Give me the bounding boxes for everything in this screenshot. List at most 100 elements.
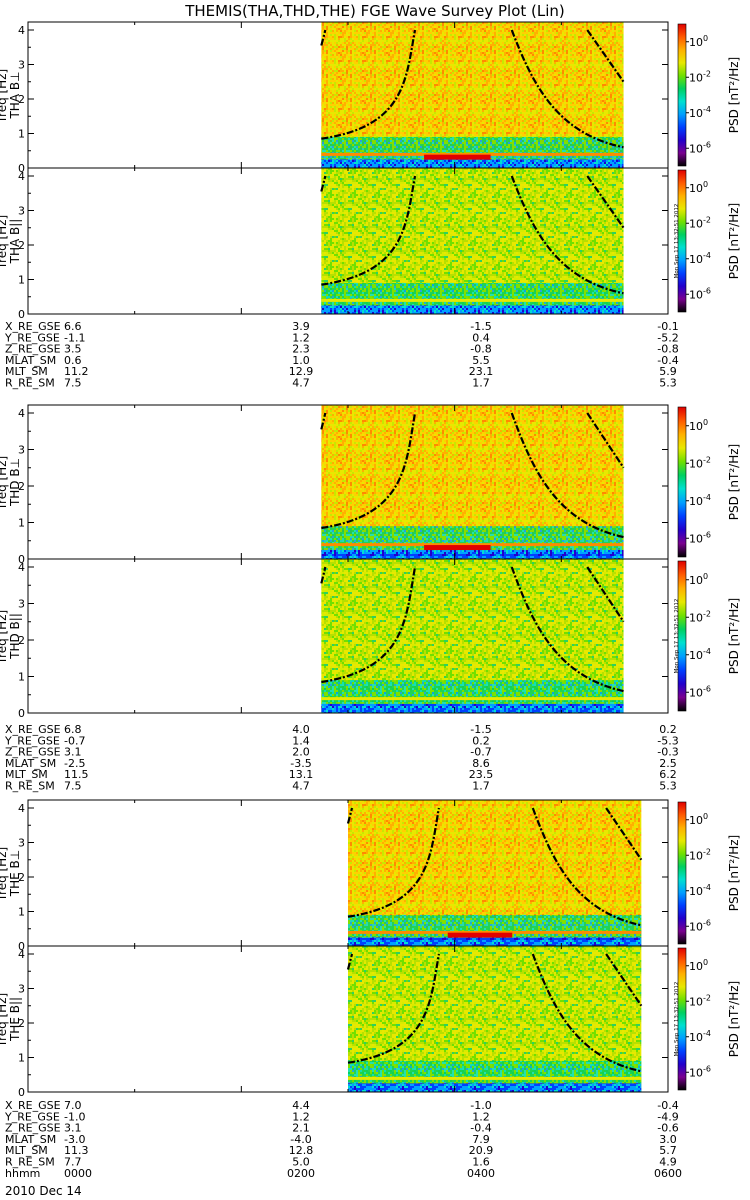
spectrogram-bottom-band bbox=[348, 1083, 642, 1092]
ephemeris-value: -0.4 bbox=[470, 1122, 491, 1135]
y-tick-label: 1 bbox=[18, 671, 25, 684]
colorbar-tick-label: 10-2 bbox=[689, 215, 711, 230]
ephemeris-value: 0600 bbox=[654, 1167, 682, 1180]
y-tick-label: 2 bbox=[18, 480, 25, 493]
ephemeris-value: 5.3 bbox=[659, 377, 677, 390]
colorbar-tick-label: 100 bbox=[689, 180, 708, 195]
ephemeris-value: -4.9 bbox=[657, 1110, 678, 1123]
colorbar bbox=[677, 560, 687, 712]
colorbar-label: PSD [nT²/Hz] bbox=[727, 57, 741, 133]
timestamp-label: Mon Sep 17 13:32:51 2012 bbox=[674, 599, 680, 674]
y-tick-label: 0 bbox=[18, 162, 25, 175]
ephemeris-value: -5.3 bbox=[657, 734, 678, 747]
ephemeris-row-label: Y_RE_GSE bbox=[4, 1110, 60, 1123]
ephemeris-value: 4.7 bbox=[292, 780, 310, 793]
ephemeris-row-label: MLAT_SM bbox=[5, 1133, 56, 1146]
gyrofrequency-curve-2 bbox=[531, 953, 642, 1073]
colorbar-tick-label: 10-2 bbox=[689, 609, 711, 624]
ephemeris-value: 5.7 bbox=[659, 1144, 677, 1157]
colorbar-tick-label: 10-4 bbox=[689, 251, 711, 266]
y-tick-label: 3 bbox=[18, 983, 25, 996]
spectrogram-bottom-band bbox=[321, 305, 624, 314]
y-tick-label: 2 bbox=[18, 239, 25, 252]
ephemeris-row-label: MLAT_SM bbox=[5, 354, 56, 367]
ephemeris-row-label: Y_RE_GSE bbox=[4, 331, 60, 344]
colorbar-tick-label: 10-2 bbox=[689, 455, 711, 470]
ephemeris-value: 1.4 bbox=[292, 734, 310, 747]
y-tick-label: 0 bbox=[18, 940, 25, 953]
ephemeris-value: 0.4 bbox=[472, 331, 490, 344]
y-tick-label: 3 bbox=[18, 59, 25, 72]
y-axis-label: freq [Hz] bbox=[0, 847, 9, 899]
spectrogram-low-band bbox=[321, 680, 624, 704]
ephemeris-value: 3.5 bbox=[64, 343, 82, 356]
colorbar-tick-label: 10-4 bbox=[689, 1029, 711, 1044]
colorbar bbox=[677, 23, 687, 167]
ephemeris-value: -1.0 bbox=[64, 1110, 85, 1123]
ephemeris-value: 7.9 bbox=[472, 1133, 490, 1146]
gyrofrequency-curve-1 bbox=[321, 412, 417, 530]
y-tick-label: 4 bbox=[18, 948, 25, 961]
ephemeris-value: -3.5 bbox=[290, 757, 311, 770]
spectrogram-peak bbox=[424, 154, 491, 160]
gyrofrequency-curve-4 bbox=[346, 953, 354, 970]
colorbar-tick-label: 10-2 bbox=[689, 993, 711, 1008]
y-tick-label: 1 bbox=[18, 274, 25, 287]
ephemeris-value: 23.1 bbox=[469, 365, 494, 378]
gyrofrequency-curve-1 bbox=[347, 953, 441, 1064]
ephemeris-value: 8.6 bbox=[472, 757, 490, 770]
ephemeris-value: -0.1 bbox=[657, 320, 678, 333]
colorbar-tick-label: 100 bbox=[689, 958, 708, 973]
colorbar-label: PSD [nT²/Hz] bbox=[727, 444, 741, 520]
ephemeris-value: 4.9 bbox=[659, 1156, 677, 1169]
colorbar bbox=[677, 947, 687, 1091]
spectrogram-low-band bbox=[348, 1060, 642, 1084]
gyrofrequency-curve-3 bbox=[586, 566, 625, 623]
ephemeris-value: -0.4 bbox=[657, 1099, 678, 1112]
colorbar-label: PSD [nT²/Hz] bbox=[727, 203, 741, 279]
ephemeris-value: 1.2 bbox=[292, 1110, 310, 1123]
ephemeris-row-label: Z_RE_GSE bbox=[5, 746, 61, 759]
ephemeris-row-label: MLT_SM bbox=[5, 768, 48, 781]
timestamp-label: Mon Sep 17 13:32:51 2012 bbox=[674, 982, 680, 1057]
panel-component-label: THD B⊥ bbox=[8, 458, 22, 507]
ephemeris-value: -4.0 bbox=[290, 1133, 311, 1146]
ephemeris-value: 23.5 bbox=[469, 768, 494, 781]
gyrofrequency-curve-4 bbox=[320, 412, 327, 430]
ephemeris-row-label: Z_RE_GSE bbox=[5, 343, 61, 356]
ephemeris-value: -5.2 bbox=[657, 331, 678, 344]
ephemeris-value: 13.1 bbox=[289, 768, 314, 781]
y-tick-label: 0 bbox=[18, 308, 25, 321]
ephemeris-value: 1.0 bbox=[292, 354, 310, 367]
gyrofrequency-curve-1 bbox=[347, 807, 441, 918]
ephemeris-value: 0200 bbox=[287, 1167, 315, 1180]
ephemeris-row-label: R_RE_SM bbox=[5, 377, 55, 390]
gyrofrequency-curve-2 bbox=[510, 412, 624, 539]
y-tick-label: 2 bbox=[18, 93, 25, 106]
ephemeris-table-1: X_RE_GSE 6.6 3.9 -1.5 -0.1 Y_RE_GSE -1.1 1.2 0.4… bbox=[4, 320, 679, 390]
spectrogram-narrowband bbox=[348, 1076, 642, 1080]
ephemeris-value: 3.1 bbox=[64, 1122, 82, 1135]
colorbar-tick-label: 10-2 bbox=[689, 847, 711, 862]
gyrofrequency-curve-1 bbox=[321, 175, 417, 286]
y-tick-label: 0 bbox=[18, 707, 25, 720]
ephemeris-value: 6.6 bbox=[64, 320, 82, 333]
colorbar-tick-label: 100 bbox=[689, 34, 708, 49]
ephemeris-value: 2.1 bbox=[292, 1122, 310, 1135]
ephemeris-value: 0.2 bbox=[472, 734, 490, 747]
gyrofrequency-curve-2 bbox=[510, 175, 624, 295]
y-tick-label: 3 bbox=[18, 444, 25, 457]
gyrofrequency-curve-2 bbox=[510, 29, 624, 149]
ephemeris-value: 0.6 bbox=[64, 354, 82, 367]
ephemeris-value: 7.7 bbox=[64, 1156, 82, 1169]
panel-component-label: THA B|| bbox=[8, 219, 22, 265]
colorbar bbox=[677, 169, 687, 313]
ephemeris-value: -0.7 bbox=[470, 746, 491, 759]
ephemeris-value: -0.6 bbox=[657, 1122, 678, 1135]
panel-component-label: THE B⊥ bbox=[8, 850, 22, 897]
ephemeris-value: 12.9 bbox=[289, 365, 314, 378]
ephemeris-row-label: MLT_SM bbox=[5, 1144, 48, 1157]
y-tick-label: 1 bbox=[18, 1052, 25, 1065]
colorbar-tick-label: 100 bbox=[689, 418, 708, 433]
